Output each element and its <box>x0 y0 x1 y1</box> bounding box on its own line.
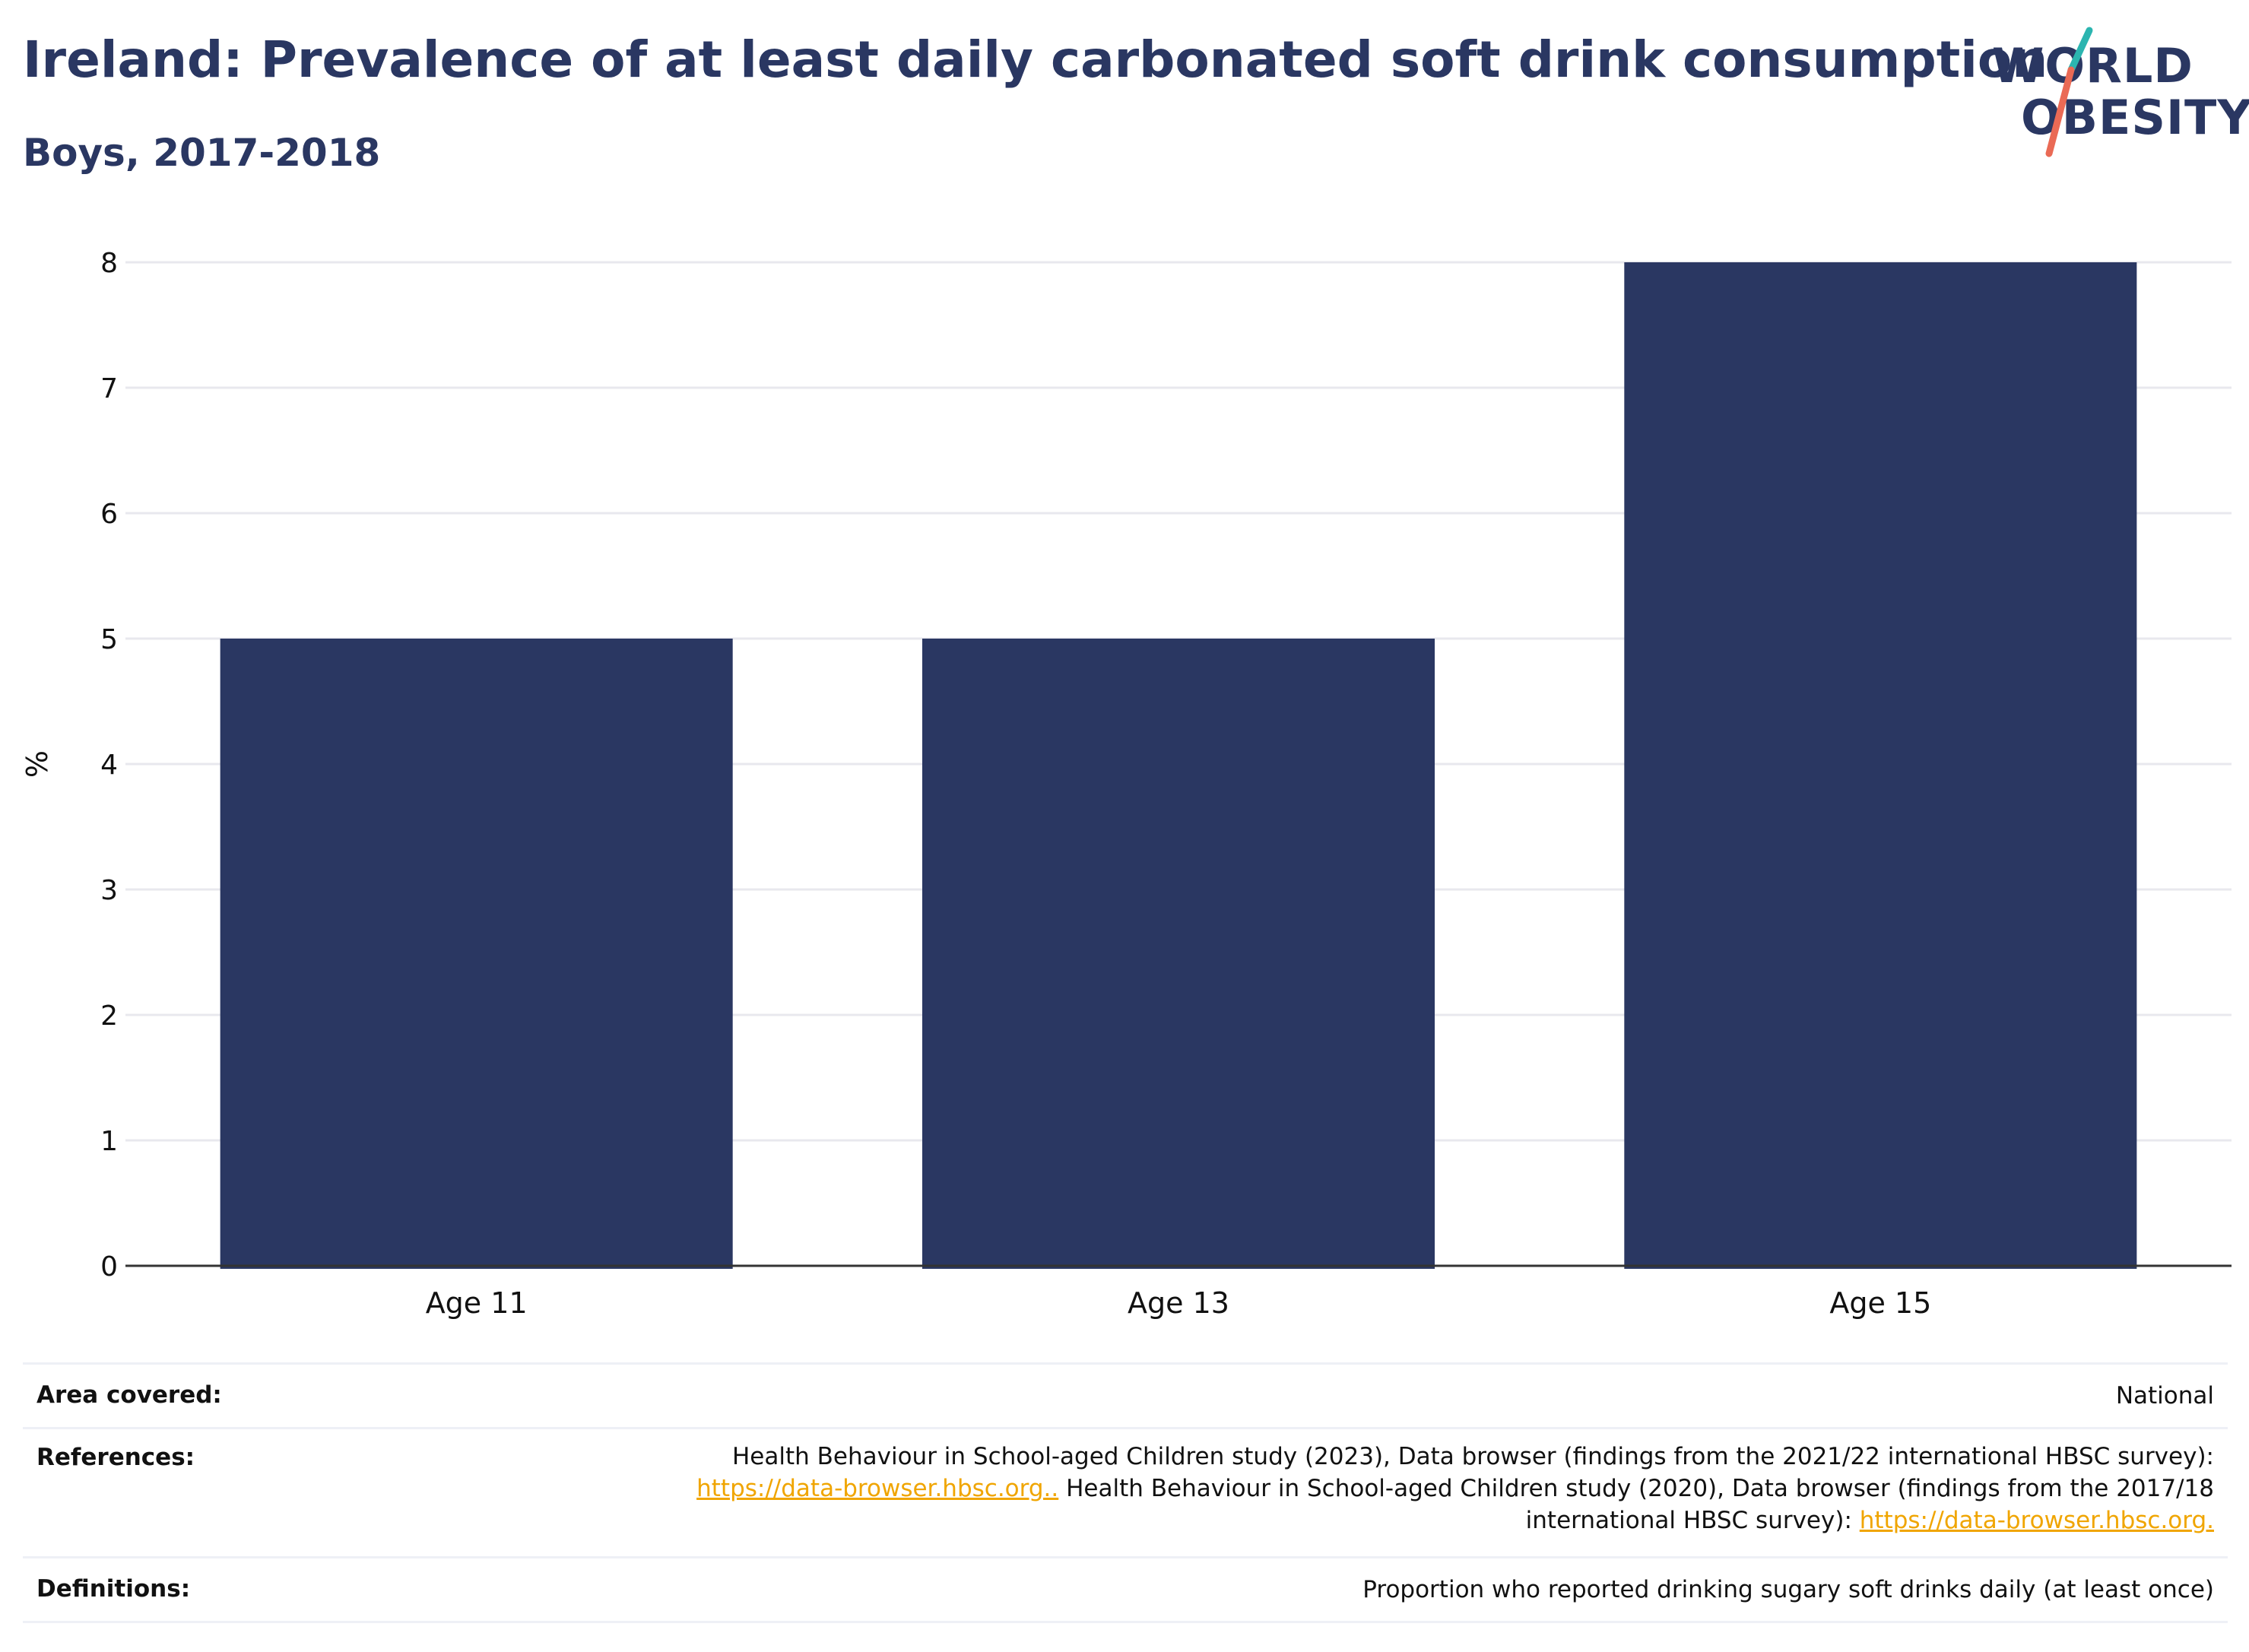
references-label: References: <box>36 1444 195 1471</box>
y-tick-label: 6 <box>100 499 118 530</box>
references-text-3: international HBSC survey): <box>1525 1507 1860 1534</box>
chart-title: Ireland: Prevalence of at least daily ca… <box>23 30 2048 89</box>
logo-slash-icon <box>2045 27 2093 157</box>
bar-chart: 0 1 2 3 4 5 6 7 8 Age 11 Age 13 Age 15 % <box>21 248 2232 1320</box>
logo-line-1: WORLD <box>1992 38 2193 94</box>
references-line-3: international HBSC survey): https://data… <box>617 1505 2214 1536</box>
bar-age-13 <box>921 639 1435 1269</box>
y-tick-label: 5 <box>100 624 118 655</box>
bar-age-11 <box>220 639 733 1269</box>
references-line-1: Health Behaviour in School-aged Children… <box>732 1443 2214 1470</box>
x-tick-label: Age 13 <box>1128 1286 1229 1320</box>
references-link-1[interactable]: https://data-browser.hbsc.org.. <box>696 1475 1059 1502</box>
references-text-2: Health Behaviour in School-aged Children… <box>1058 1475 2214 1502</box>
chart-subtitle: Boys, 2017-2018 <box>23 131 381 175</box>
area-row: Area covered: National <box>23 1362 2228 1429</box>
chart-bars <box>220 262 2137 1269</box>
definitions-row: Definitions: Proportion who reported dri… <box>23 1558 2228 1623</box>
y-tick-label: 1 <box>100 1126 118 1157</box>
y-axis-ticks: 0 1 2 3 4 5 6 7 8 <box>100 248 118 1283</box>
y-tick-label: 7 <box>100 373 118 404</box>
references-link-2[interactable]: https://data-browser.hbsc.org. <box>1859 1507 2214 1534</box>
area-label: Area covered: <box>36 1381 222 1409</box>
x-axis-ticks: Age 11 Age 13 Age 15 <box>426 1286 1932 1320</box>
y-tick-label: 4 <box>100 750 118 781</box>
references-value: Health Behaviour in School-aged Children… <box>617 1441 2214 1536</box>
references-row: References: Health Behaviour in School-a… <box>23 1427 2228 1558</box>
definitions-value: Proportion who reported drinking sugary … <box>1362 1576 2214 1603</box>
references-line-2: https://data-browser.hbsc.org.. Health B… <box>617 1473 2214 1505</box>
y-tick-label: 3 <box>100 875 118 906</box>
y-tick-label: 8 <box>100 248 118 279</box>
x-tick-label: Age 15 <box>1829 1286 1931 1320</box>
x-tick-label: Age 11 <box>426 1286 528 1320</box>
world-obesity-logo: WORLD OBESITY <box>1977 23 2249 160</box>
y-tick-label: 2 <box>100 1000 118 1032</box>
y-tick-label: 0 <box>100 1251 118 1283</box>
bar-age-15 <box>1624 262 2137 1269</box>
area-value: National <box>2115 1382 2214 1409</box>
definitions-label: Definitions: <box>36 1575 191 1603</box>
y-axis-label: % <box>21 750 54 778</box>
